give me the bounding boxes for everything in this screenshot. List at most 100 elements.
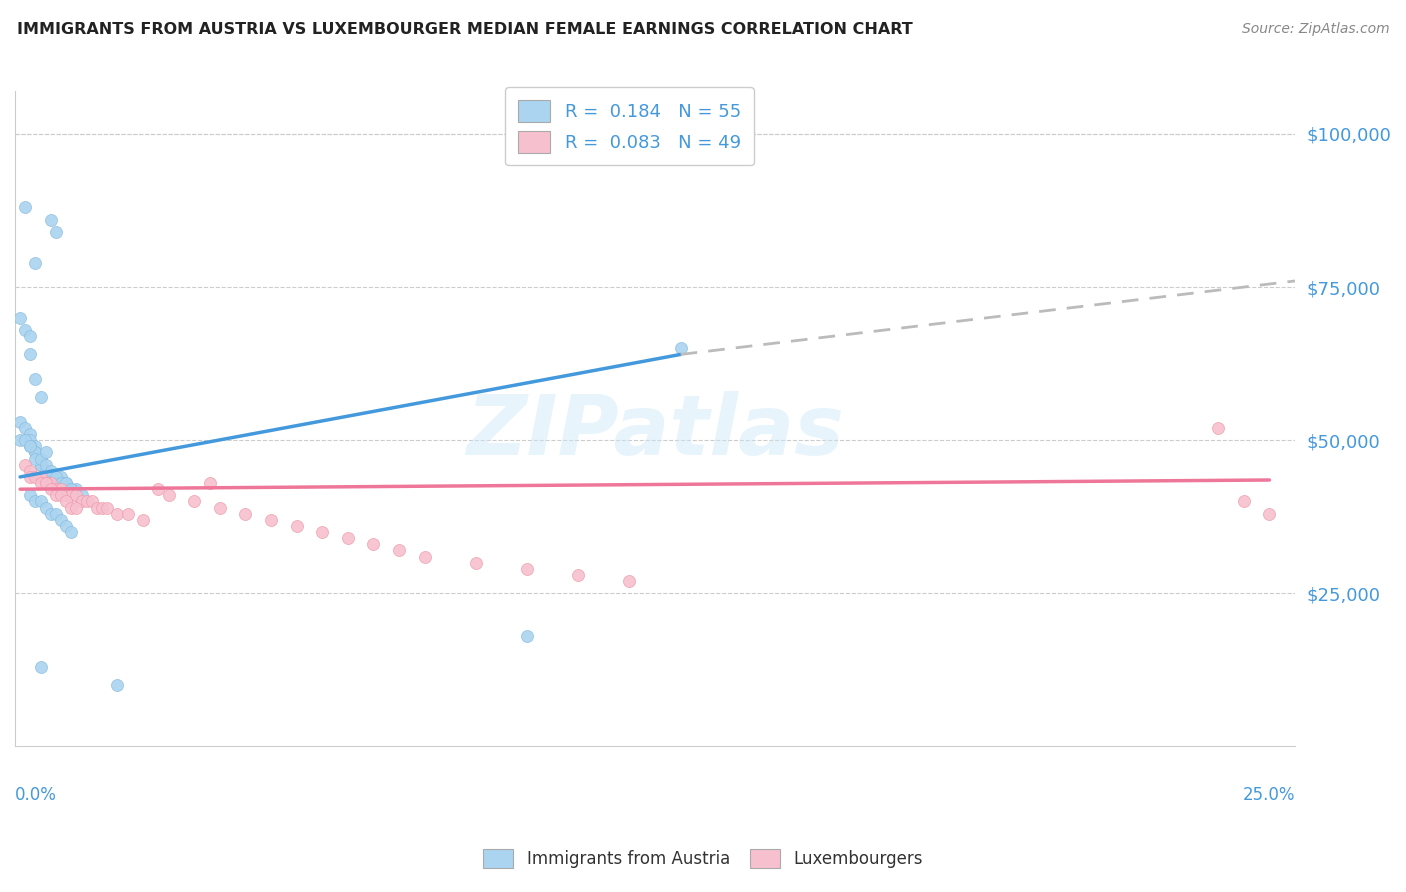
- Point: [30, 458, 52, 472]
- Point: [107, 507, 129, 521]
- Point: [55, 476, 77, 491]
- Point: [60, 482, 83, 496]
- Point: [516, 562, 538, 576]
- Point: [86, 500, 108, 515]
- Point: [516, 629, 538, 643]
- Point: [39, 482, 62, 496]
- Point: [24, 255, 46, 269]
- Text: Source: ZipAtlas.com: Source: ZipAtlas.com: [1241, 22, 1389, 37]
- Point: [60, 524, 83, 539]
- Point: [76, 494, 98, 508]
- Point: [60, 488, 83, 502]
- Point: [35, 464, 58, 478]
- Point: [45, 470, 67, 484]
- Point: [183, 494, 205, 508]
- Point: [49, 513, 72, 527]
- Point: [70, 488, 93, 502]
- Point: [39, 212, 62, 227]
- Text: 25.0%: 25.0%: [1243, 786, 1295, 804]
- Point: [30, 494, 52, 508]
- Point: [20, 464, 42, 478]
- Point: [20, 433, 42, 447]
- Point: [60, 500, 83, 515]
- Point: [20, 427, 42, 442]
- Point: [45, 225, 67, 239]
- Point: [669, 341, 692, 355]
- Point: [20, 488, 42, 502]
- Point: [30, 451, 52, 466]
- Point: [35, 445, 58, 459]
- Point: [24, 451, 46, 466]
- Point: [30, 390, 52, 404]
- Point: [45, 482, 67, 496]
- Point: [30, 476, 52, 491]
- Point: [65, 488, 87, 502]
- Legend: R =  0.184   N = 55, R =  0.083   N = 49: R = 0.184 N = 55, R = 0.083 N = 49: [505, 87, 754, 165]
- Point: [208, 500, 231, 515]
- Point: [55, 476, 77, 491]
- Point: [148, 482, 170, 496]
- Point: [49, 476, 72, 491]
- Point: [91, 500, 114, 515]
- Point: [14, 323, 37, 337]
- Point: [260, 513, 283, 527]
- Point: [30, 458, 52, 472]
- Point: [413, 549, 436, 564]
- Point: [30, 660, 52, 674]
- Point: [285, 519, 308, 533]
- Point: [60, 482, 83, 496]
- Point: [198, 476, 221, 491]
- Point: [107, 678, 129, 692]
- Point: [14, 421, 37, 435]
- Point: [363, 537, 385, 551]
- Point: [39, 464, 62, 478]
- Point: [24, 445, 46, 459]
- Point: [65, 488, 87, 502]
- Point: [49, 470, 72, 484]
- Point: [45, 488, 67, 502]
- Point: [24, 439, 46, 453]
- Point: [30, 470, 52, 484]
- Point: [157, 488, 180, 502]
- Point: [14, 458, 37, 472]
- Point: [619, 574, 641, 588]
- Point: [1258, 507, 1281, 521]
- Point: [311, 524, 333, 539]
- Text: 0.0%: 0.0%: [15, 786, 56, 804]
- Text: ZIPatlas: ZIPatlas: [465, 392, 844, 473]
- Point: [1206, 421, 1229, 435]
- Point: [20, 347, 42, 361]
- Point: [464, 556, 486, 570]
- Point: [24, 494, 46, 508]
- Point: [20, 439, 42, 453]
- Point: [55, 482, 77, 496]
- Point: [80, 494, 103, 508]
- Point: [65, 500, 87, 515]
- Point: [132, 513, 155, 527]
- Point: [35, 476, 58, 491]
- Point: [8, 415, 31, 429]
- Point: [20, 329, 42, 343]
- Point: [45, 507, 67, 521]
- Point: [55, 488, 77, 502]
- Point: [567, 568, 589, 582]
- Point: [35, 500, 58, 515]
- Point: [8, 433, 31, 447]
- Point: [55, 519, 77, 533]
- Point: [49, 482, 72, 496]
- Text: IMMIGRANTS FROM AUSTRIA VS LUXEMBOURGER MEDIAN FEMALE EARNINGS CORRELATION CHART: IMMIGRANTS FROM AUSTRIA VS LUXEMBOURGER …: [17, 22, 912, 37]
- Legend: Immigrants from Austria, Luxembourgers: Immigrants from Austria, Luxembourgers: [477, 843, 929, 875]
- Point: [55, 494, 77, 508]
- Point: [30, 451, 52, 466]
- Point: [24, 470, 46, 484]
- Point: [24, 372, 46, 386]
- Point: [96, 500, 118, 515]
- Point: [388, 543, 411, 558]
- Point: [49, 488, 72, 502]
- Point: [14, 201, 37, 215]
- Point: [39, 476, 62, 491]
- Point: [70, 494, 93, 508]
- Point: [336, 531, 359, 545]
- Point: [20, 439, 42, 453]
- Point: [39, 470, 62, 484]
